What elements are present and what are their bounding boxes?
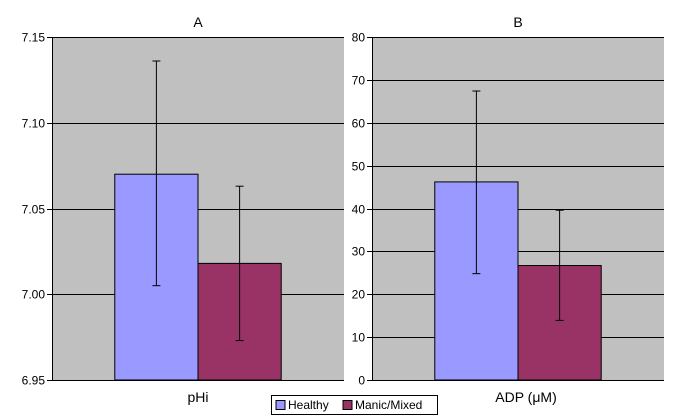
legend: Healthy Manic/Mixed [271, 395, 438, 415]
x-category-label: ADP (μM) [495, 389, 556, 405]
y-tick-label: 7.15 [22, 31, 46, 45]
panel-title: B [513, 14, 522, 30]
y-tick-label: 50 [352, 160, 366, 174]
y-tick-label: 30 [352, 245, 366, 259]
x-category-label: pHi [187, 389, 208, 405]
y-tick-label: 10 [352, 331, 366, 345]
y-tick-label: 20 [352, 288, 366, 302]
legend-label: Healthy [288, 398, 329, 412]
y-tick-label: 60 [352, 117, 366, 131]
y-tick-label: 6.95 [22, 374, 46, 388]
y-tick-label: 7.00 [22, 288, 46, 302]
y-tick-label: 7.05 [22, 203, 46, 217]
legend-box [271, 395, 438, 415]
y-tick-label: 7.10 [22, 117, 46, 131]
y-tick-label: 70 [352, 74, 366, 88]
legend-swatch-healthy [275, 400, 286, 410]
panel-b: 0 10 20 30 40 50 60 70 80 B ADP (μM) [352, 14, 664, 405]
y-tick-label: 0 [358, 374, 365, 388]
panel-title: A [193, 14, 203, 30]
legend-swatch-manic-mixed [342, 400, 353, 410]
y-tick-label: 40 [352, 203, 366, 217]
y-tick-label: 80 [352, 31, 366, 45]
legend-label: Manic/Mixed [355, 398, 422, 412]
